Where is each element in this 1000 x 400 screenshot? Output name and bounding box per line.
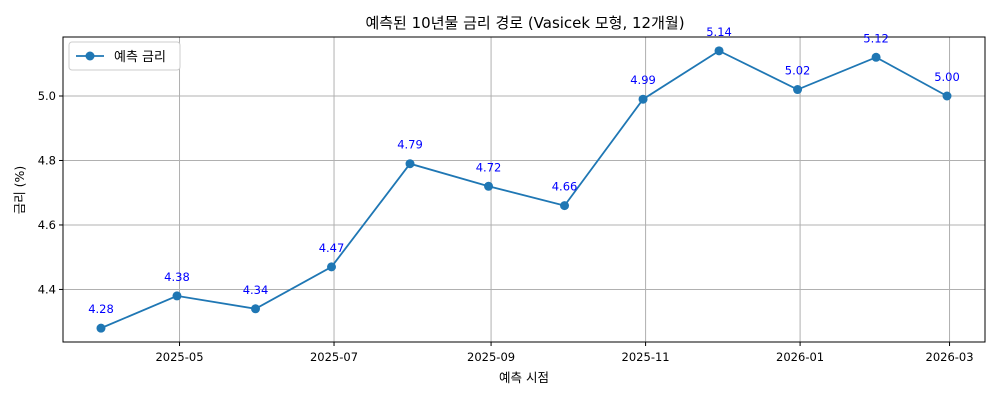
data-label: 4.38: [164, 270, 190, 284]
x-tick-label: 2026-01: [776, 350, 824, 364]
chart-title: 예측된 10년물 금리 경로 (Vasicek 모형, 12개월): [365, 14, 684, 32]
data-point: [560, 201, 570, 211]
y-axis-ticks: 4.4 4.6 4.8 5.0: [38, 89, 63, 296]
legend-marker: [85, 51, 95, 61]
data-point: [942, 91, 952, 101]
grid-lines: [63, 37, 985, 342]
x-axis-ticks: 2025-05 2025-07 2025-09 2025-11 2026-01 2026-…: [155, 342, 974, 364]
data-label: 4.72: [476, 160, 502, 174]
y-tick-label: 4.8: [38, 153, 56, 167]
data-label: 4.79: [397, 138, 423, 152]
data-label: 4.66: [552, 180, 578, 194]
x-tick-label: 2025-05: [155, 350, 203, 364]
legend: 예측 금리: [68, 41, 181, 71]
legend-label: 예측 금리: [114, 50, 166, 65]
y-tick-label: 4.6: [38, 218, 56, 232]
data-point: [638, 94, 648, 104]
data-point: [96, 323, 106, 333]
data-point: [484, 181, 494, 191]
y-tick-label: 4.4: [38, 282, 56, 296]
data-point: [172, 291, 182, 301]
x-axis-label: 예측 시점: [499, 370, 549, 385]
x-tick-label: 2025-11: [622, 350, 670, 364]
data-point: [405, 159, 415, 169]
y-axis-label: 금리 (%): [12, 166, 27, 215]
data-label: 5.00: [934, 70, 960, 84]
series-layer: [96, 46, 952, 333]
data-label: 4.99: [630, 73, 656, 87]
legend-box: [68, 41, 181, 71]
data-point: [871, 52, 881, 62]
data-label: 4.34: [243, 283, 269, 297]
data-label: 4.47: [319, 241, 345, 255]
data-point: [793, 85, 803, 95]
x-tick-label: 2025-07: [310, 350, 358, 364]
data-label: 5.14: [706, 25, 732, 39]
x-tick-label: 2026-03: [926, 350, 974, 364]
series-line: [100, 49, 948, 329]
data-point: [251, 304, 261, 314]
data-label: 5.02: [785, 64, 811, 78]
data-label: 5.12: [863, 31, 889, 45]
plot-frame: [62, 36, 986, 343]
data-labels: 4.28 4.38 4.34 4.47 4.79 4.72 4.66 4.99 5.14 5.02…: [88, 25, 960, 316]
data-point: [714, 46, 724, 56]
data-point: [326, 262, 336, 272]
data-label: 4.28: [88, 302, 114, 316]
y-tick-label: 5.0: [38, 89, 56, 103]
x-tick-label: 2025-09: [467, 350, 515, 364]
